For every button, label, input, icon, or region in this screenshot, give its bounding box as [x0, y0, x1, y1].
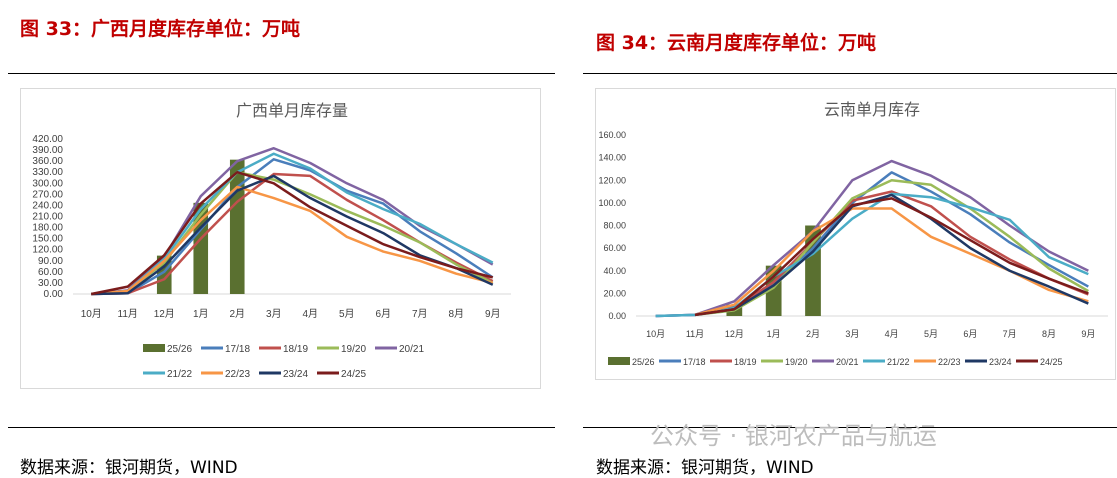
x-tick-label: 1月 — [767, 329, 781, 339]
line-23/24 — [694, 193, 1089, 317]
y-tick-label: 420.00 — [32, 134, 63, 145]
legend-label-19/20: 19/20 — [785, 357, 808, 367]
y-tick-label: 0.00 — [608, 311, 626, 321]
legend-label-24/25: 24/25 — [1040, 357, 1063, 367]
y-tick-label: 40.00 — [603, 266, 626, 276]
legend-label-23/24: 23/24 — [989, 357, 1012, 367]
y-tick-label: 140.00 — [598, 153, 626, 163]
y-tick-label: 30.00 — [38, 278, 63, 289]
y-tick-label: 270.00 — [32, 189, 63, 200]
y-tick-label: 120.00 — [32, 245, 63, 256]
legend-label-22/23: 22/23 — [225, 369, 250, 380]
y-tick-label: 0.00 — [44, 289, 64, 300]
line-17/18 — [655, 171, 1089, 318]
legend-label-25/26: 25/26 — [632, 357, 655, 367]
divider — [8, 427, 555, 428]
x-tick-label: 12月 — [154, 308, 175, 320]
y-tick-label: 60.00 — [603, 243, 626, 253]
x-tick-label: 9月 — [485, 308, 501, 320]
line-21/22 — [655, 192, 1089, 318]
divider — [583, 427, 1117, 428]
x-tick-label: 2月 — [229, 308, 245, 320]
watermark: 公众号 · 银河农产品与航运 — [650, 422, 937, 450]
legend-label-20/21: 20/21 — [399, 344, 424, 355]
y-tick-label: 360.00 — [32, 156, 63, 167]
yunnan-chart-panel: 云南单月库存 0.00 20.00 40.00 60.00 80.00 100.00 120.… — [595, 88, 1116, 380]
x-tick-label: 7月 — [412, 308, 428, 320]
guangxi-chart: 广西单月库存量0.0030.0060.0090.00120.00150.0018… — [32, 102, 511, 380]
legend-label-25/26: 25/26 — [167, 344, 192, 355]
line-23/24 — [91, 174, 494, 296]
y-tick-label: 240.00 — [32, 200, 63, 211]
x-tick-label: 8月 — [1042, 329, 1056, 339]
chart-title: 云南单月库存 — [824, 101, 920, 119]
x-tick-label: 5月 — [339, 308, 355, 320]
legend-label-20/21: 20/21 — [836, 357, 859, 367]
legend-label-17/18: 17/18 — [683, 357, 706, 367]
line-18/19 — [694, 190, 1089, 317]
x-tick-label: 10月 — [81, 308, 102, 320]
y-tick-label: 160.00 — [598, 130, 626, 140]
x-tick-label: 4月 — [302, 308, 318, 320]
divider — [8, 73, 555, 74]
legend-label-21/22: 21/22 — [887, 357, 910, 367]
legend-label-18/19: 18/19 — [283, 344, 308, 355]
legend-label-17/18: 17/18 — [225, 344, 250, 355]
y-tick-label: 90.00 — [38, 256, 63, 267]
legend-label-21/22: 21/22 — [167, 369, 192, 380]
y-tick-label: 180.00 — [32, 223, 63, 234]
figure-33-heading: 图 33：广西月度库存单位：万吨 — [20, 18, 301, 40]
legend-swatch-25/26 — [608, 357, 630, 365]
x-tick-label: 12月 — [725, 329, 744, 339]
legend-swatch-25/26 — [143, 344, 165, 352]
figure-34-heading: 图 34：云南月度库存单位：万吨 — [596, 32, 877, 54]
x-tick-label: 7月 — [1003, 329, 1017, 339]
legend-label-23/24: 23/24 — [283, 369, 308, 380]
line-20/21 — [655, 159, 1089, 318]
legend-label-18/19: 18/19 — [734, 357, 757, 367]
y-tick-label: 300.00 — [32, 178, 63, 189]
y-tick-label: 120.00 — [598, 175, 626, 185]
line-19/20 — [694, 179, 1089, 317]
right-source: 数据来源：银河期货，WIND — [596, 458, 814, 478]
x-tick-label: 2月 — [806, 329, 820, 339]
y-tick-label: 150.00 — [32, 234, 63, 245]
x-tick-label: 3月 — [845, 329, 859, 339]
yunnan-chart: 云南单月库存 0.00 20.00 40.00 60.00 80.00 100.00 120.… — [598, 101, 1108, 367]
x-tick-label: 6月 — [375, 308, 391, 320]
divider — [583, 73, 1117, 74]
x-tick-label: 9月 — [1081, 329, 1095, 339]
y-tick-label: 390.00 — [32, 145, 63, 156]
legend-label-19/20: 19/20 — [341, 344, 366, 355]
chart-title: 广西单月库存量 — [236, 102, 348, 120]
y-tick-label: 330.00 — [32, 167, 63, 178]
guangxi-chart-panel: 广西单月库存量 0.00 30.00 60.00 90.00 120.00 150.00 18… — [20, 88, 541, 389]
left-source: 数据来源：银河期货，WIND — [20, 458, 238, 478]
line-24/25 — [91, 170, 494, 296]
x-tick-label: 1月 — [193, 308, 209, 320]
line-22/23 — [91, 185, 494, 296]
x-tick-label: 8月 — [448, 308, 464, 320]
x-tick-label: 4月 — [885, 329, 899, 339]
line-17/18 — [91, 158, 494, 296]
x-tick-label: 11月 — [686, 329, 704, 339]
x-tick-label: 10月 — [646, 329, 665, 339]
legend-label-22/23: 22/23 — [938, 357, 961, 367]
line-24/25 — [694, 197, 1089, 317]
x-tick-label: 6月 — [963, 329, 977, 339]
y-tick-label: 210.00 — [32, 212, 63, 223]
x-tick-label: 5月 — [924, 329, 938, 339]
x-tick-label: 11月 — [118, 308, 138, 320]
y-tick-label: 60.00 — [38, 267, 63, 278]
y-tick-label: 20.00 — [603, 288, 626, 298]
legend-label-24/25: 24/25 — [341, 369, 366, 380]
y-tick-label: 80.00 — [603, 221, 626, 231]
y-tick-label: 100.00 — [598, 198, 626, 208]
x-tick-label: 3月 — [266, 308, 282, 320]
